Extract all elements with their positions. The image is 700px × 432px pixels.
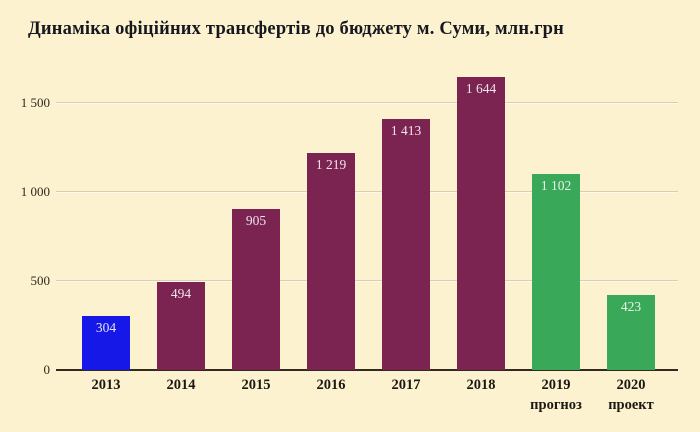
bar-value-label: 494 <box>170 286 192 301</box>
bar-2020: 423 <box>607 295 655 370</box>
x-tick-year: 2018 <box>466 377 496 393</box>
bar-value-label: 304 <box>95 320 117 335</box>
x-tick-year: 2015 <box>241 377 271 393</box>
bar-value-label: 1 413 <box>390 123 422 138</box>
x-tick-year: 2016 <box>316 377 346 393</box>
x-tick-qualifier: проект <box>608 397 654 413</box>
y-tick-label: 1 000 <box>20 184 50 199</box>
x-tick-label-2017: 2017 <box>392 375 421 395</box>
x-tick-label-2018: 2018 <box>467 375 496 395</box>
bar-value-label: 423 <box>620 299 642 314</box>
bar-2015: 905 <box>232 209 280 370</box>
gridline-500 <box>56 280 678 281</box>
x-tick-year: 2013 <box>91 377 121 393</box>
y-tick-label: 1 500 <box>20 95 50 110</box>
bar-2013: 304 <box>82 316 130 370</box>
bar-value-label: 1 219 <box>315 157 347 172</box>
bar-value-label: 905 <box>245 213 267 228</box>
bar-2016: 1 219 <box>307 153 355 370</box>
x-tick-label-2015: 2015 <box>242 375 271 395</box>
x-tick-label-2016: 2016 <box>317 375 346 395</box>
chart-title: Динаміка офіційних трансфертів до бюджет… <box>28 19 565 39</box>
y-axis-tick-labels: 0 500 1 000 1 500 <box>0 68 51 377</box>
bar-value-label: 1 102 <box>540 178 572 193</box>
x-tick-label-2019: 2019 прогноз <box>530 375 582 415</box>
bar-2019: 1 102 <box>532 174 580 370</box>
x-axis-tick-labels: 2013 2014 2015 2016 2017 2018 2019 прогноз 2020 п… <box>56 375 678 425</box>
bar-2018: 1 644 <box>457 77 505 370</box>
y-tick-label: 0 <box>43 362 51 377</box>
x-tick-year: 2019 <box>541 377 571 393</box>
plot-area: 304 494 905 1 219 1 413 1 644 1 102 423 <box>56 68 678 371</box>
x-tick-qualifier: прогноз <box>530 397 582 413</box>
x-tick-year: 2017 <box>391 377 421 393</box>
gridline-1000 <box>56 191 678 192</box>
bar-2014: 494 <box>157 282 205 370</box>
x-tick-label-2013: 2013 <box>92 375 121 395</box>
bar-2017: 1 413 <box>382 119 430 370</box>
x-axis-line <box>56 369 678 371</box>
x-tick-label-2020: 2020 проект <box>608 375 654 415</box>
bar-value-label: 1 644 <box>465 81 497 96</box>
gridline-1500 <box>56 102 678 103</box>
y-tick-label: 500 <box>30 273 51 288</box>
x-tick-label-2014: 2014 <box>167 375 196 395</box>
x-tick-year: 2020 <box>616 377 646 393</box>
x-tick-year: 2014 <box>166 377 196 393</box>
